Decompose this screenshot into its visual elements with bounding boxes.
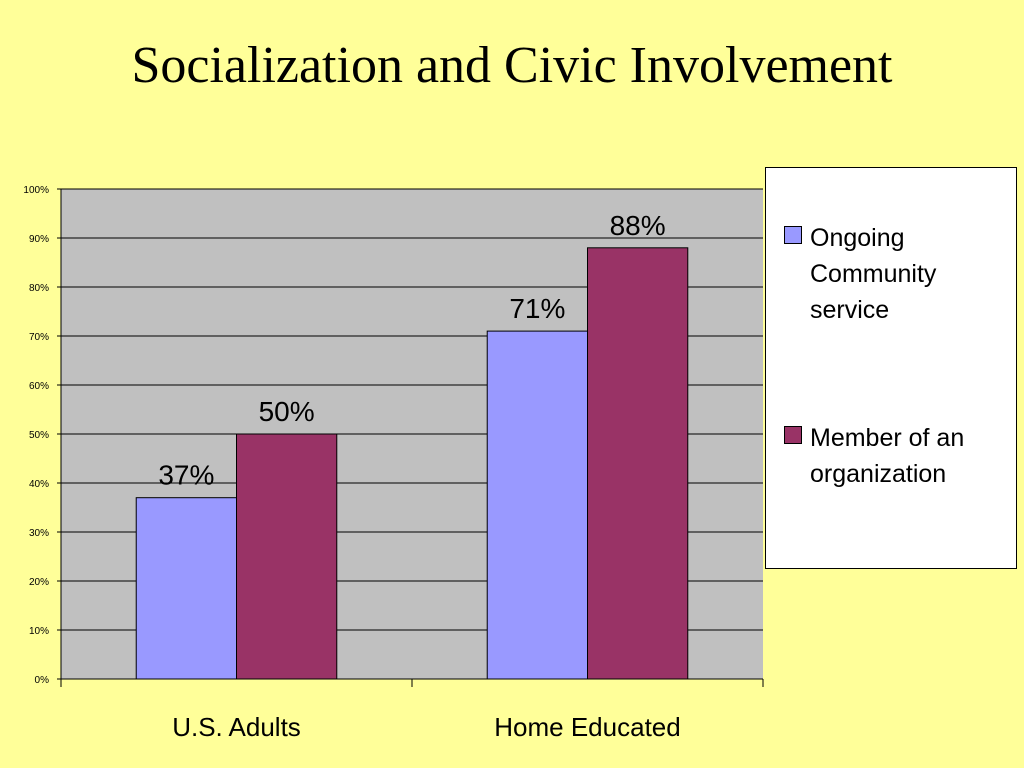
x-axis-ticks: U.S. Adults Home Educated: [60, 679, 764, 742]
y-tick-label: 60%: [29, 381, 49, 392]
bar-community-service: [486, 330, 588, 680]
bar-community-service: [135, 497, 237, 680]
x-category-label: U.S. Adults: [172, 712, 301, 742]
x-category-label: Home Educated: [494, 712, 680, 742]
legend-swatch-community-service: [784, 226, 802, 244]
slide-title: Socialization and Civic Involvement: [131, 37, 893, 94]
legend: Ongoing Community service Member of an o…: [765, 167, 1017, 569]
y-axis-ticks: 0% 10% 20% 30% 40% 50% 60% 70% 80% 90% 100%: [23, 185, 61, 686]
legend-item-organization-member: Member of an organization: [784, 420, 1010, 492]
bar-organization-member: [236, 433, 338, 680]
y-tick-label: 0%: [35, 675, 50, 686]
legend-item-community-service: Ongoing Community service: [784, 220, 1010, 328]
data-label: 71%: [509, 293, 565, 324]
legend-label-community-service: Ongoing Community service: [810, 224, 937, 324]
y-tick-label: 90%: [29, 234, 49, 245]
y-tick-label: 10%: [29, 626, 49, 637]
y-tick-label: 80%: [29, 283, 49, 294]
y-tick-label: 100%: [23, 185, 49, 196]
data-label: 50%: [259, 396, 315, 427]
bars-group: [135, 247, 689, 680]
legend-label-organization-member: Member of an organization: [810, 424, 965, 488]
y-tick-label: 20%: [29, 577, 49, 588]
y-tick-label: 50%: [29, 430, 49, 441]
data-label: 88%: [610, 210, 666, 241]
legend-swatch-organization-member: [784, 426, 802, 444]
y-tick-label: 40%: [29, 479, 49, 490]
y-tick-label: 30%: [29, 528, 49, 539]
data-labels-group: 37% 50% 71% 88%: [158, 210, 665, 491]
bar-organization-member: [587, 247, 689, 680]
data-label: 37%: [158, 460, 214, 491]
y-tick-label: 70%: [29, 332, 49, 343]
